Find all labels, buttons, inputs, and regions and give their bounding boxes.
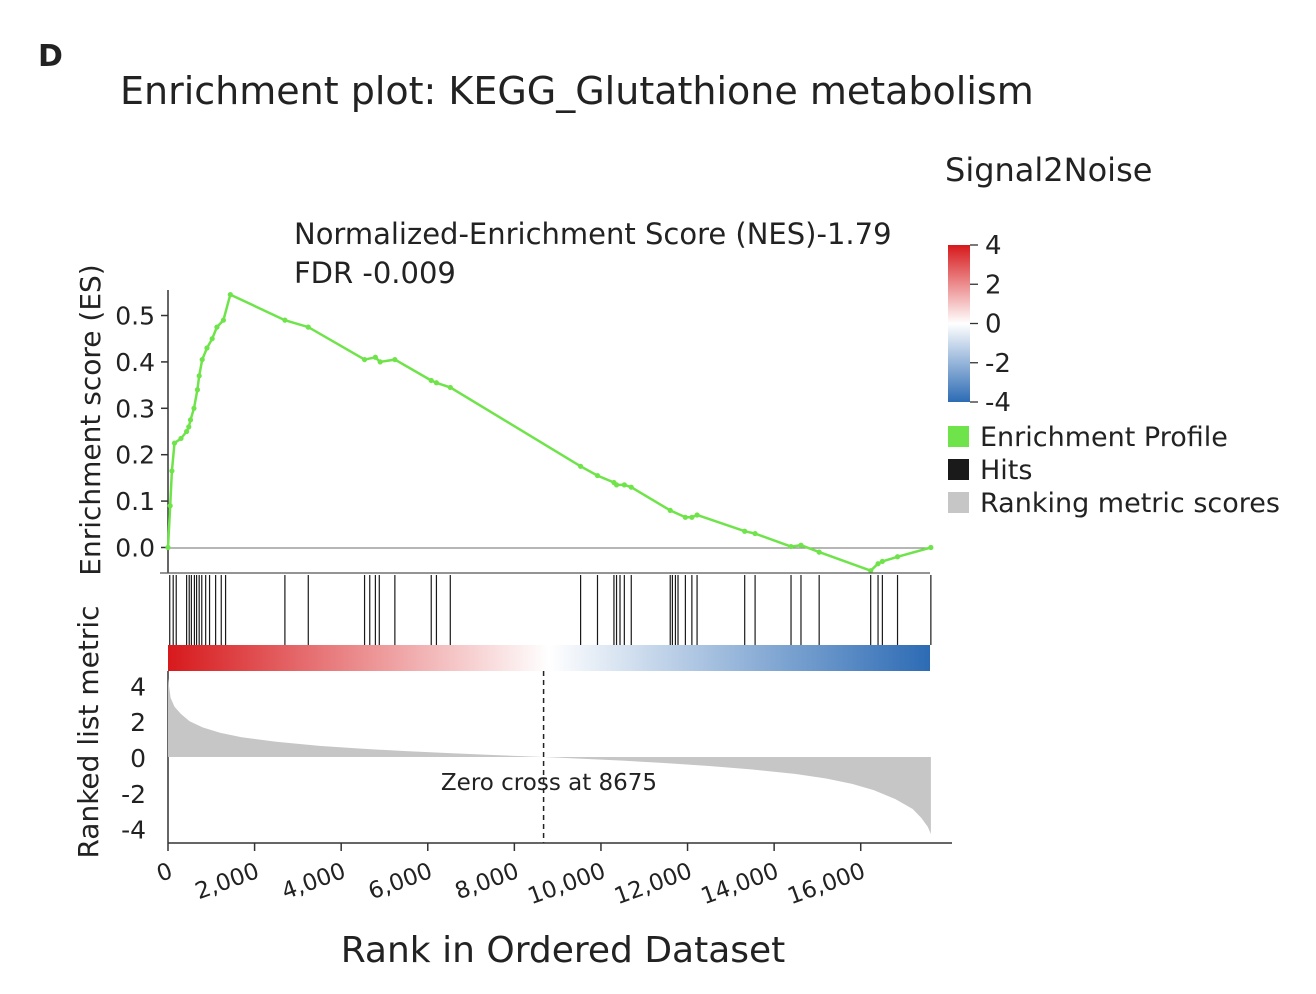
- colorbar-tick-label: 2: [985, 270, 1002, 300]
- nes-annotation: Normalized-Enrichment Score (NES)-1.79: [294, 217, 892, 251]
- metric-y-tick-label: -4: [121, 816, 146, 845]
- es-point: [184, 428, 190, 435]
- es-point: [194, 387, 201, 393]
- es-point: [868, 568, 874, 574]
- fdr-annotation: FDR -0.009: [294, 256, 456, 290]
- es-point: [621, 482, 627, 488]
- es-point: [282, 317, 288, 323]
- colorbar-tick-label: -2: [985, 349, 1011, 379]
- es-point: [305, 324, 311, 330]
- es-point: [689, 514, 695, 520]
- es-point: [875, 561, 881, 567]
- es-point: [209, 336, 215, 342]
- es-point: [361, 356, 368, 363]
- panel-label: D: [38, 39, 63, 74]
- es-point: [578, 463, 584, 469]
- x-tick-label: 16,000: [784, 858, 869, 910]
- es-point: [428, 377, 434, 384]
- enrichment-profile-line: [166, 292, 932, 573]
- es-y-tick-label: 0.4: [115, 348, 155, 377]
- es-point: [392, 356, 398, 363]
- es-y-tick-label: 0.0: [115, 533, 155, 562]
- es-point: [167, 503, 173, 509]
- es-point: [165, 544, 171, 551]
- colorbar-tick-label: 4: [985, 231, 1002, 261]
- colorbar-tick-label: 0: [985, 310, 1002, 340]
- es-point: [433, 380, 440, 386]
- x-tick-label: 12,000: [611, 858, 696, 910]
- es-point: [171, 440, 178, 446]
- es-point: [694, 512, 700, 518]
- es-y-tick-label: 0.1: [115, 487, 155, 516]
- es-point: [613, 482, 620, 488]
- es-point: [894, 554, 901, 560]
- es-point: [628, 484, 634, 490]
- x-tick-label: 4,000: [278, 858, 349, 905]
- x-tick-label: 6,000: [365, 858, 436, 905]
- es-point: [187, 417, 194, 423]
- es-y-tick-label: 0.2: [115, 441, 155, 470]
- es-point: [667, 507, 673, 513]
- x-tick-label: 8,000: [452, 858, 523, 905]
- zero-cross-label: Zero cross at 8675: [441, 770, 657, 796]
- chart-title: Enrichment plot: KEGG_Glutathione metabo…: [120, 69, 1034, 113]
- es-point: [879, 558, 885, 565]
- x-tick-label: 14,000: [698, 858, 783, 910]
- x-tick-label: 0: [153, 858, 176, 887]
- es-point: [178, 435, 184, 442]
- es-point: [377, 359, 383, 365]
- es-point: [186, 424, 192, 430]
- signal2noise-colorbar: [948, 245, 970, 402]
- es-point: [447, 384, 453, 391]
- legend-swatch: [948, 426, 969, 447]
- es-y-tick-label: 0.3: [115, 394, 155, 423]
- ranked-color-bar: [168, 645, 930, 671]
- ranking-metric-area: [168, 678, 931, 834]
- es-point: [372, 354, 378, 360]
- es-point: [169, 468, 175, 474]
- es-point: [816, 549, 822, 555]
- es-point: [788, 543, 794, 550]
- es-point: [682, 514, 688, 520]
- legend-label: Hits: [980, 455, 1032, 486]
- es-point: [204, 345, 210, 351]
- es-point: [928, 544, 934, 551]
- es-point: [752, 530, 758, 537]
- metric-y-axis-label: Ranked list metric: [72, 605, 105, 858]
- es-y-axis-label: Enrichment score (ES): [74, 264, 107, 575]
- x-tick-label: 2,000: [192, 858, 263, 905]
- metric-y-tick-label: -2: [121, 780, 146, 809]
- es-point: [594, 472, 601, 479]
- metric-y-tick-label: 4: [130, 672, 146, 701]
- colorbar-tick-label: -4: [985, 388, 1011, 418]
- es-point: [220, 317, 227, 323]
- es-point: [214, 324, 220, 330]
- es-y-tick-label: 0.5: [115, 302, 155, 331]
- metric-y-tick-label: 0: [130, 744, 146, 773]
- legend-label: Ranking metric scores: [980, 488, 1280, 519]
- x-tick-label: 10,000: [524, 858, 609, 910]
- metric-y-tick-label: 2: [130, 708, 146, 737]
- legend-label: Enrichment Profile: [980, 422, 1228, 453]
- es-point: [227, 292, 233, 298]
- legend-swatch: [948, 459, 969, 480]
- es-point: [191, 405, 197, 411]
- x-axis-label: Rank in Ordered Dataset: [341, 930, 786, 971]
- legend-swatch: [948, 492, 969, 513]
- es-point: [798, 542, 804, 548]
- es-point: [199, 356, 205, 363]
- es-point: [742, 528, 748, 534]
- colorbar-title: Signal2Noise: [945, 151, 1152, 189]
- es-point: [196, 373, 202, 379]
